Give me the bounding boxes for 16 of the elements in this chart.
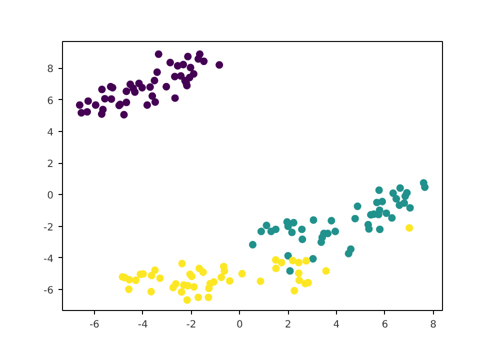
x-tick-label: -4 <box>138 320 148 330</box>
x-tick-label: 6 <box>382 320 388 330</box>
x-tick-label: 4 <box>333 320 340 330</box>
x-tick-label: 2 <box>284 320 292 330</box>
y-tick-label: -6 <box>44 286 54 297</box>
y-tick-label: -4 <box>44 254 54 265</box>
x-tick-label: -6 <box>89 320 100 330</box>
y-tick-label: 4 <box>47 127 54 138</box>
x-tick-label: 0 <box>236 320 243 330</box>
y-tick-label: -2 <box>44 222 54 234</box>
y-tick-label: 8 <box>47 64 54 76</box>
x-tick-label: 8 <box>430 320 436 330</box>
y-tick-label: 0 <box>47 190 54 202</box>
x-tick-label: -2 <box>186 320 196 330</box>
y-tick-label: 6 <box>47 96 54 107</box>
y-tick-label: 2 <box>47 159 54 170</box>
